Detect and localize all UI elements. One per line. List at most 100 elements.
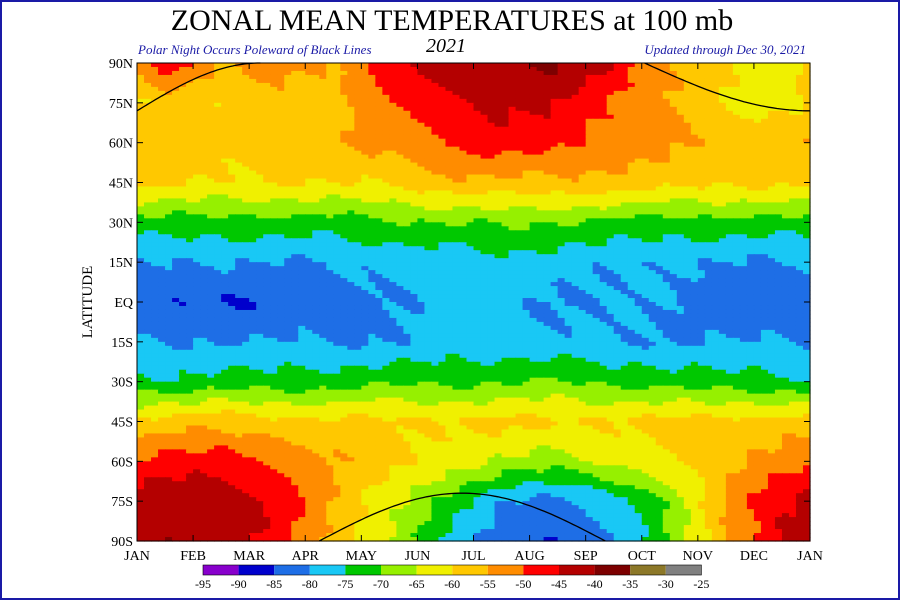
heatmap-cell (424, 238, 433, 243)
heatmap-cell (312, 130, 320, 136)
heatmap-cell (347, 242, 355, 247)
heatmap-cell (200, 182, 208, 188)
heatmap-cell (760, 182, 769, 188)
heatmap-cell (739, 234, 748, 239)
heatmap-cell (760, 82, 769, 88)
heatmap-cell (788, 86, 797, 92)
heatmap-cell (354, 162, 362, 168)
heatmap-cell (781, 70, 790, 76)
heatmap-cell (522, 114, 531, 120)
heatmap-cell (291, 138, 299, 144)
heatmap-cell (291, 86, 299, 92)
heatmap-cell (466, 190, 475, 196)
heatmap-cell (284, 114, 292, 120)
heatmap-cell (760, 110, 769, 116)
heatmap-cell (361, 222, 369, 227)
heatmap-cell (193, 218, 201, 223)
heatmap-cell (571, 174, 580, 180)
heatmap-cell (368, 138, 376, 144)
heatmap-cell (340, 66, 348, 72)
heatmap-cell (613, 202, 622, 207)
heatmap-cell (438, 234, 447, 239)
heatmap-cell (578, 146, 587, 152)
heatmap-cell (193, 122, 201, 128)
heatmap-cell (585, 182, 594, 188)
heatmap-cell (802, 266, 811, 271)
heatmap-cell (620, 74, 629, 80)
heatmap-cell (214, 86, 222, 92)
heatmap-cell (375, 146, 383, 152)
heatmap-cell (424, 82, 433, 88)
heatmap-cell (333, 178, 341, 184)
heatmap-cell (424, 110, 433, 116)
heatmap-cell (480, 186, 489, 192)
heatmap-cell (277, 154, 285, 160)
heatmap-cell (277, 246, 285, 251)
heatmap-cell (753, 242, 762, 247)
heatmap-cell (592, 70, 601, 76)
heatmap-cell (704, 218, 713, 223)
heatmap-cell (802, 218, 811, 223)
heatmap-cell (634, 118, 643, 124)
heatmap-cell (480, 130, 489, 136)
heatmap-cell (501, 90, 510, 96)
heatmap-cell (333, 74, 341, 80)
heatmap-cell (704, 138, 713, 144)
heatmap-cell (669, 63, 678, 68)
heatmap-cell (172, 166, 180, 172)
heatmap-cell (557, 266, 566, 271)
heatmap-cell (424, 206, 433, 211)
heatmap-cell (697, 114, 706, 120)
heatmap-cell (760, 174, 769, 180)
heatmap-cell (536, 222, 545, 227)
heatmap-cell (375, 154, 383, 160)
heatmap-cell (704, 78, 713, 84)
heatmap-cell (746, 98, 755, 104)
heatmap-cell (522, 266, 531, 271)
heatmap-cell (396, 150, 404, 156)
heatmap-cell (319, 94, 327, 100)
heatmap-cell (158, 94, 166, 100)
heatmap-cell (473, 222, 482, 227)
heatmap-cell (676, 186, 685, 192)
heatmap-cell (221, 130, 229, 136)
heatmap-cell (592, 130, 601, 136)
heatmap-cell (795, 226, 804, 231)
heatmap-cell (711, 78, 720, 84)
heatmap-cell (305, 158, 313, 164)
heatmap-cell (417, 146, 426, 152)
heatmap-cell (305, 66, 313, 72)
heatmap-cell (732, 170, 741, 176)
heatmap-cell (725, 254, 734, 259)
heatmap-cell (214, 90, 222, 96)
heatmap-cell (221, 158, 229, 164)
heatmap-cell (375, 258, 383, 263)
heatmap-cell (515, 138, 524, 144)
heatmap-cell (704, 238, 713, 243)
heatmap-cell (473, 214, 482, 219)
heatmap-cell (298, 194, 306, 200)
heatmap-cell (746, 86, 755, 92)
heatmap-cell (683, 63, 692, 68)
heatmap-cell (683, 214, 692, 219)
heatmap-cell (270, 150, 278, 156)
heatmap-cell (333, 190, 341, 196)
heatmap-cell (704, 214, 713, 219)
heatmap-cell (438, 138, 447, 144)
heatmap-cell (501, 254, 510, 259)
heatmap-cell (263, 226, 271, 231)
heatmap-cell (557, 114, 566, 120)
heatmap-cell (193, 266, 201, 271)
heatmap-cell (522, 250, 531, 255)
heatmap-cell (795, 202, 804, 207)
heatmap-cell (578, 118, 587, 124)
heatmap-cell (550, 258, 559, 263)
heatmap-cell (669, 266, 678, 271)
heatmap-cell (466, 78, 475, 84)
heatmap-cell (242, 190, 250, 196)
heatmap-cell (270, 202, 278, 207)
heatmap-cell (284, 70, 292, 76)
heatmap-cell (228, 202, 236, 207)
heatmap-cell (613, 230, 622, 235)
heatmap-cell (424, 126, 433, 132)
